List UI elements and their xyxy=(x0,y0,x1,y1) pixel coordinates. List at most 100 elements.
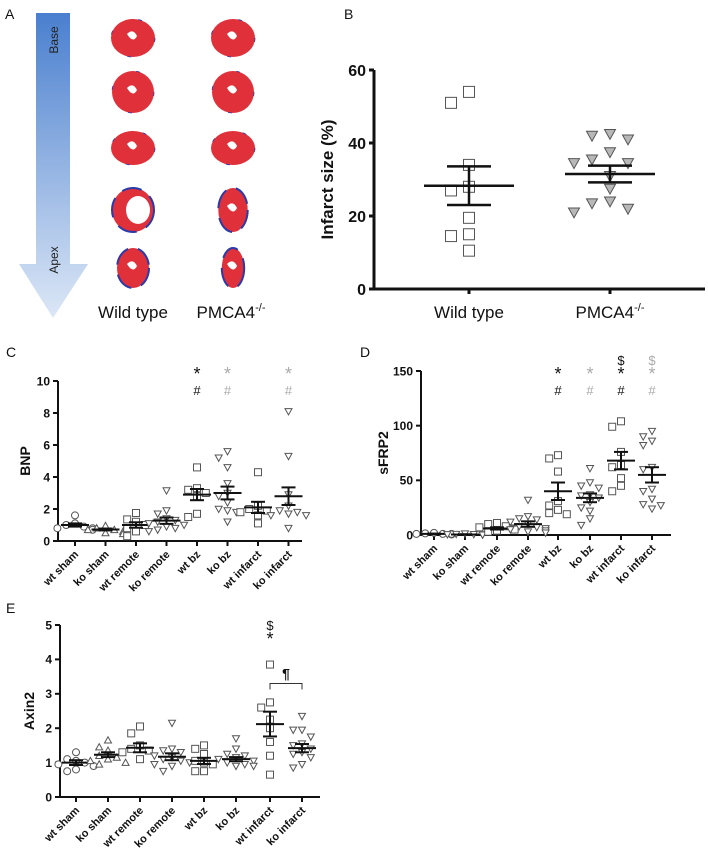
significance-mark: * xyxy=(285,364,292,384)
group-ko-infarct: $*# xyxy=(638,353,666,514)
data-point-triangle-down xyxy=(214,755,223,764)
data-point-triangle-down xyxy=(567,158,581,170)
group-wt-bz: *# xyxy=(183,364,211,521)
panel-letter-e: E xyxy=(6,600,15,616)
data-point-triangle-down xyxy=(603,128,617,141)
data-point-triangle-down xyxy=(144,520,154,528)
data-point-circle xyxy=(63,767,72,776)
arrow-base-label: Base xyxy=(47,26,61,54)
data-point-circle xyxy=(54,760,63,769)
significance-mark: # xyxy=(224,383,232,398)
data-point-triangle-down xyxy=(647,485,657,494)
base-to-apex-arrow xyxy=(19,13,88,318)
data-point-triangle-down xyxy=(266,512,276,520)
significance-mark: $ xyxy=(266,618,274,633)
data-point-triangle-down xyxy=(585,465,595,473)
y-tick-label: 40 xyxy=(348,136,366,153)
data-point-square xyxy=(617,417,625,426)
column-label-pmca4-sup: -/- xyxy=(255,302,266,314)
data-point-circle xyxy=(53,524,62,533)
data-point-square xyxy=(463,211,475,224)
data-point-triangle-down xyxy=(638,433,648,442)
significance-mark: # xyxy=(586,383,594,398)
data-point-circle xyxy=(412,529,421,538)
data-point-square xyxy=(200,767,208,776)
ventricle-lumen xyxy=(126,196,150,224)
significance-mark: # xyxy=(648,383,656,398)
ventricle-lumen xyxy=(227,203,237,212)
data-point-square xyxy=(257,703,266,712)
data-point-square xyxy=(266,770,274,779)
heart-section xyxy=(110,18,156,58)
data-point-triangle-down xyxy=(576,521,586,530)
y-tick-label: 6 xyxy=(43,438,50,452)
data-point-triangle-down xyxy=(585,479,595,488)
x-tick-label: ko bz xyxy=(568,542,597,571)
comparison-bracket xyxy=(269,682,303,690)
data-point-square xyxy=(193,509,201,518)
data-point-square xyxy=(136,722,144,731)
y-tick-label: 0 xyxy=(406,528,413,542)
group-wt-infarct: $* xyxy=(256,618,284,779)
ventricle-lumen xyxy=(127,261,137,270)
data-point-triangle-down xyxy=(603,196,617,208)
data-point-triangle-down xyxy=(301,512,311,520)
data-point-triangle-down xyxy=(523,513,533,521)
data-point-square xyxy=(554,505,562,514)
data-point-square xyxy=(545,501,554,510)
x-tick-label-text: PMCA4 xyxy=(576,303,635,322)
data-point-triangle-down xyxy=(153,526,163,535)
data-point-triangle-down xyxy=(150,761,159,769)
data-point-triangle-down xyxy=(223,518,232,527)
data-point-square xyxy=(545,509,554,518)
data-point-square xyxy=(608,463,617,472)
data-point-triangle-down xyxy=(150,752,159,761)
panel-letter-c: C xyxy=(6,344,16,360)
data-point-triangle-down xyxy=(638,442,648,450)
data-point-triangle-down xyxy=(585,507,595,516)
data-point-triangle-up xyxy=(103,754,113,763)
data-point-square xyxy=(608,422,617,431)
data-point-square xyxy=(127,729,136,738)
data-point-circle xyxy=(71,511,79,520)
data-point-square xyxy=(132,509,140,517)
data-point-triangle-down xyxy=(297,726,307,735)
significance-mark: * xyxy=(554,364,561,384)
y-tick-label: 20 xyxy=(348,209,366,226)
group-ko-remote xyxy=(150,719,194,776)
data-point-triangle-down xyxy=(240,761,250,769)
arrow-apex-label: Apex xyxy=(47,246,61,273)
data-point-triangle-down xyxy=(231,735,241,744)
y-tick-label: 4 xyxy=(43,470,50,484)
data-point-square xyxy=(127,744,136,753)
data-point-square xyxy=(463,244,475,257)
group-wt-bz: *# xyxy=(544,364,572,519)
data-point-square xyxy=(118,748,127,757)
significance-mark: # xyxy=(554,383,562,398)
data-point-circle xyxy=(72,765,80,774)
data-point-triangle-down xyxy=(153,510,163,519)
y-tick-label: 2 xyxy=(45,722,52,736)
x-tick-label: ko bz xyxy=(214,804,243,833)
data-point-triangle-down xyxy=(621,134,635,146)
ventricle-lumen xyxy=(127,141,137,150)
data-point-triangle-down xyxy=(214,454,224,463)
group-wt-infarct: $*# xyxy=(607,353,635,496)
y-tick-label: 0 xyxy=(45,790,52,804)
x-tick-label: ko bz xyxy=(205,548,234,577)
significance-mark: * xyxy=(193,364,200,384)
data-point-triangle-down xyxy=(284,510,293,519)
data-point-square xyxy=(191,767,200,776)
data-point-triangle-down xyxy=(647,495,657,504)
data-point-square xyxy=(123,515,132,524)
ventricle-lumen xyxy=(127,31,137,40)
data-point-square xyxy=(245,505,254,513)
group-wt-infarct xyxy=(236,468,272,528)
data-point-triangle-down xyxy=(523,528,533,537)
data-point-triangle-down xyxy=(647,437,657,446)
data-point-triangle-down xyxy=(284,524,293,533)
data-point-triangle-down xyxy=(223,507,232,516)
